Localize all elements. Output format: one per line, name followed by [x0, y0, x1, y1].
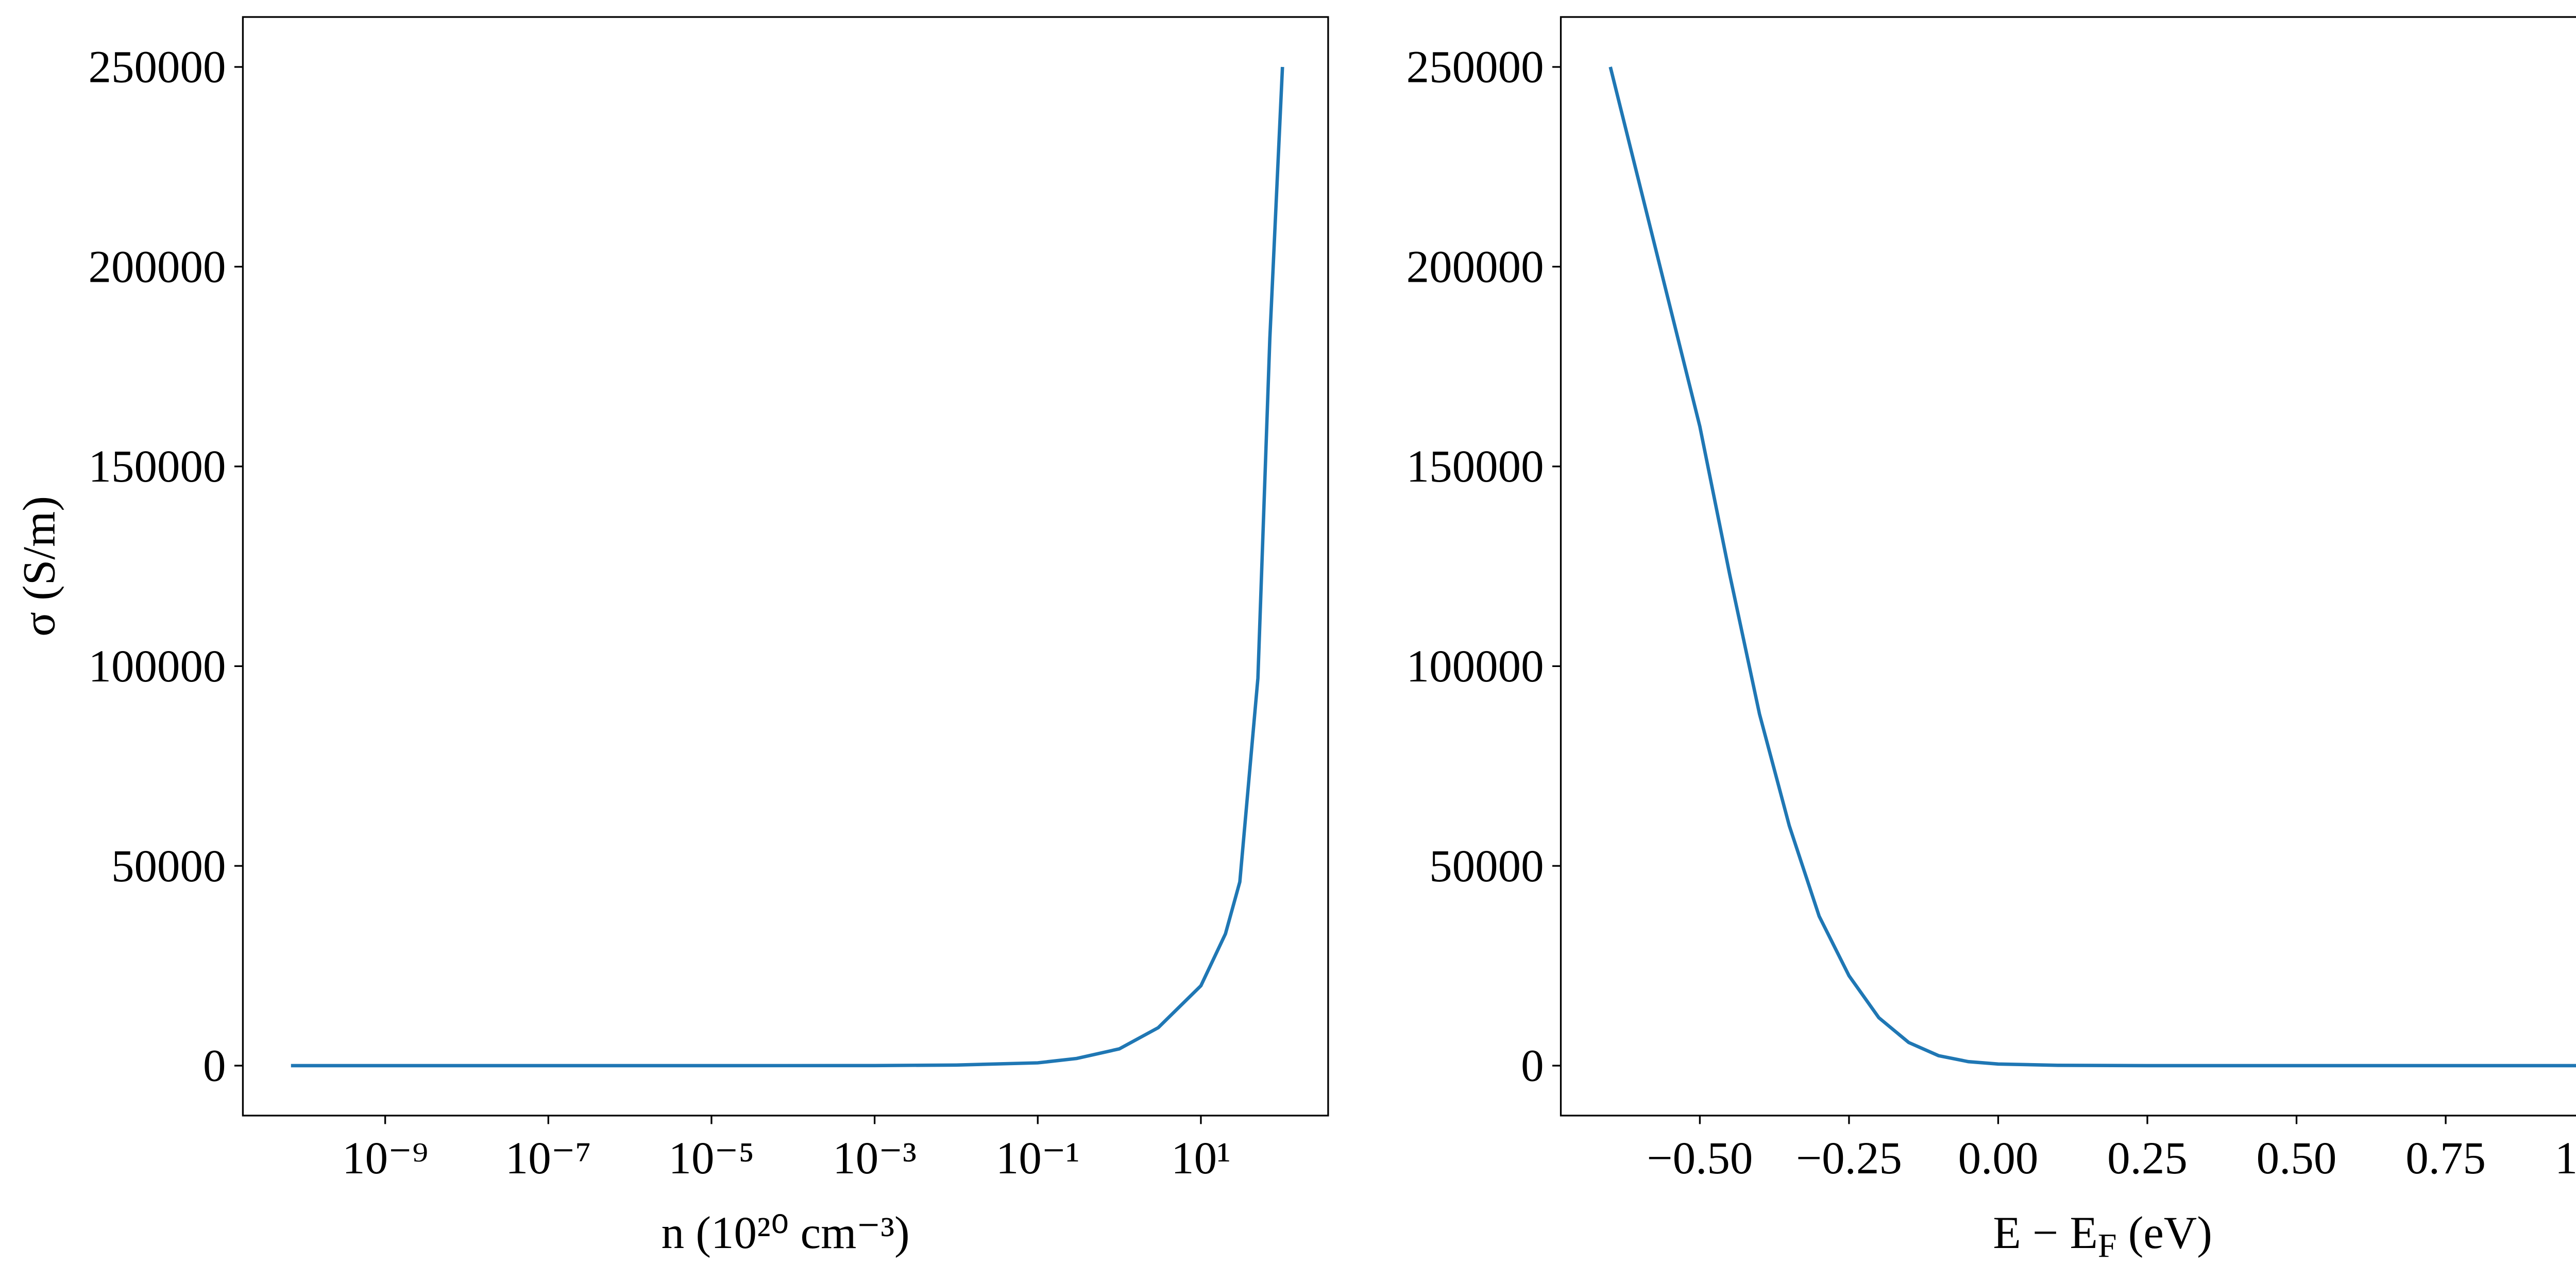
x-tick-label: 0.50 [2257, 1133, 2337, 1184]
plot-frame [1560, 16, 2576, 1117]
x-tick-label: 0.75 [2405, 1133, 2486, 1184]
x-tick-label: 10⁻⁷ [505, 1133, 591, 1184]
y-tick-label: 150000 [1406, 441, 1544, 492]
x-axis-label-part: n (10²⁰ cm⁻³) [662, 1208, 910, 1258]
chart: 0 50000 100000 150000 200000 250000 10⁻⁹ 10⁻⁷ 10… [14, 16, 1329, 1258]
x-tick-label: −0.25 [1796, 1133, 1902, 1184]
plot-frame [242, 16, 1329, 1117]
x-axis-label-part: (eV) [2117, 1208, 2212, 1258]
x-tick-label: 10⁻³ [833, 1133, 917, 1184]
x-tick-label: −0.50 [1647, 1133, 1753, 1184]
y-tick-label: 250000 [1406, 42, 1544, 93]
x-axis-label: n (10²⁰ cm⁻³) [662, 1208, 910, 1258]
x-axis-label: E − EF (eV) [1993, 1208, 2212, 1264]
y-tick-label: 200000 [1406, 242, 1544, 292]
x-tick-label: 10⁻⁵ [668, 1133, 754, 1184]
x-tick-label: 10¹ [1171, 1133, 1231, 1184]
x-tick-label: 1.00 [2555, 1133, 2576, 1184]
x-tick-label: 0.00 [1958, 1133, 2039, 1184]
y-tick-label: 150000 [88, 441, 226, 492]
y-tick-label: 250000 [88, 42, 226, 93]
x-tick-label: 10⁻¹ [996, 1133, 1080, 1184]
x-tick-label: 10⁻⁹ [342, 1133, 428, 1184]
y-tick-label: 0 [203, 1041, 226, 1091]
data-line [1608, 66, 2576, 1068]
chart: 0 50000 100000 150000 200000 250000 −0.50 −0.25… [1406, 16, 2576, 1264]
data-line [291, 66, 1284, 1068]
y-tick-label: 100000 [1406, 641, 1544, 692]
x-tick-label: 0.25 [2107, 1133, 2188, 1184]
x-axis-label-part: E − E [1993, 1208, 2097, 1258]
y-tick-label: 100000 [88, 641, 226, 692]
x-axis-label-part: F [2098, 1227, 2117, 1264]
y-tick-label: 200000 [88, 242, 226, 292]
y-tick-label: 50000 [111, 841, 226, 892]
y-axis-label: σ (S/m) [14, 496, 64, 637]
y-tick-label: 0 [1521, 1041, 1544, 1091]
y-tick-label: 50000 [1429, 841, 1544, 892]
